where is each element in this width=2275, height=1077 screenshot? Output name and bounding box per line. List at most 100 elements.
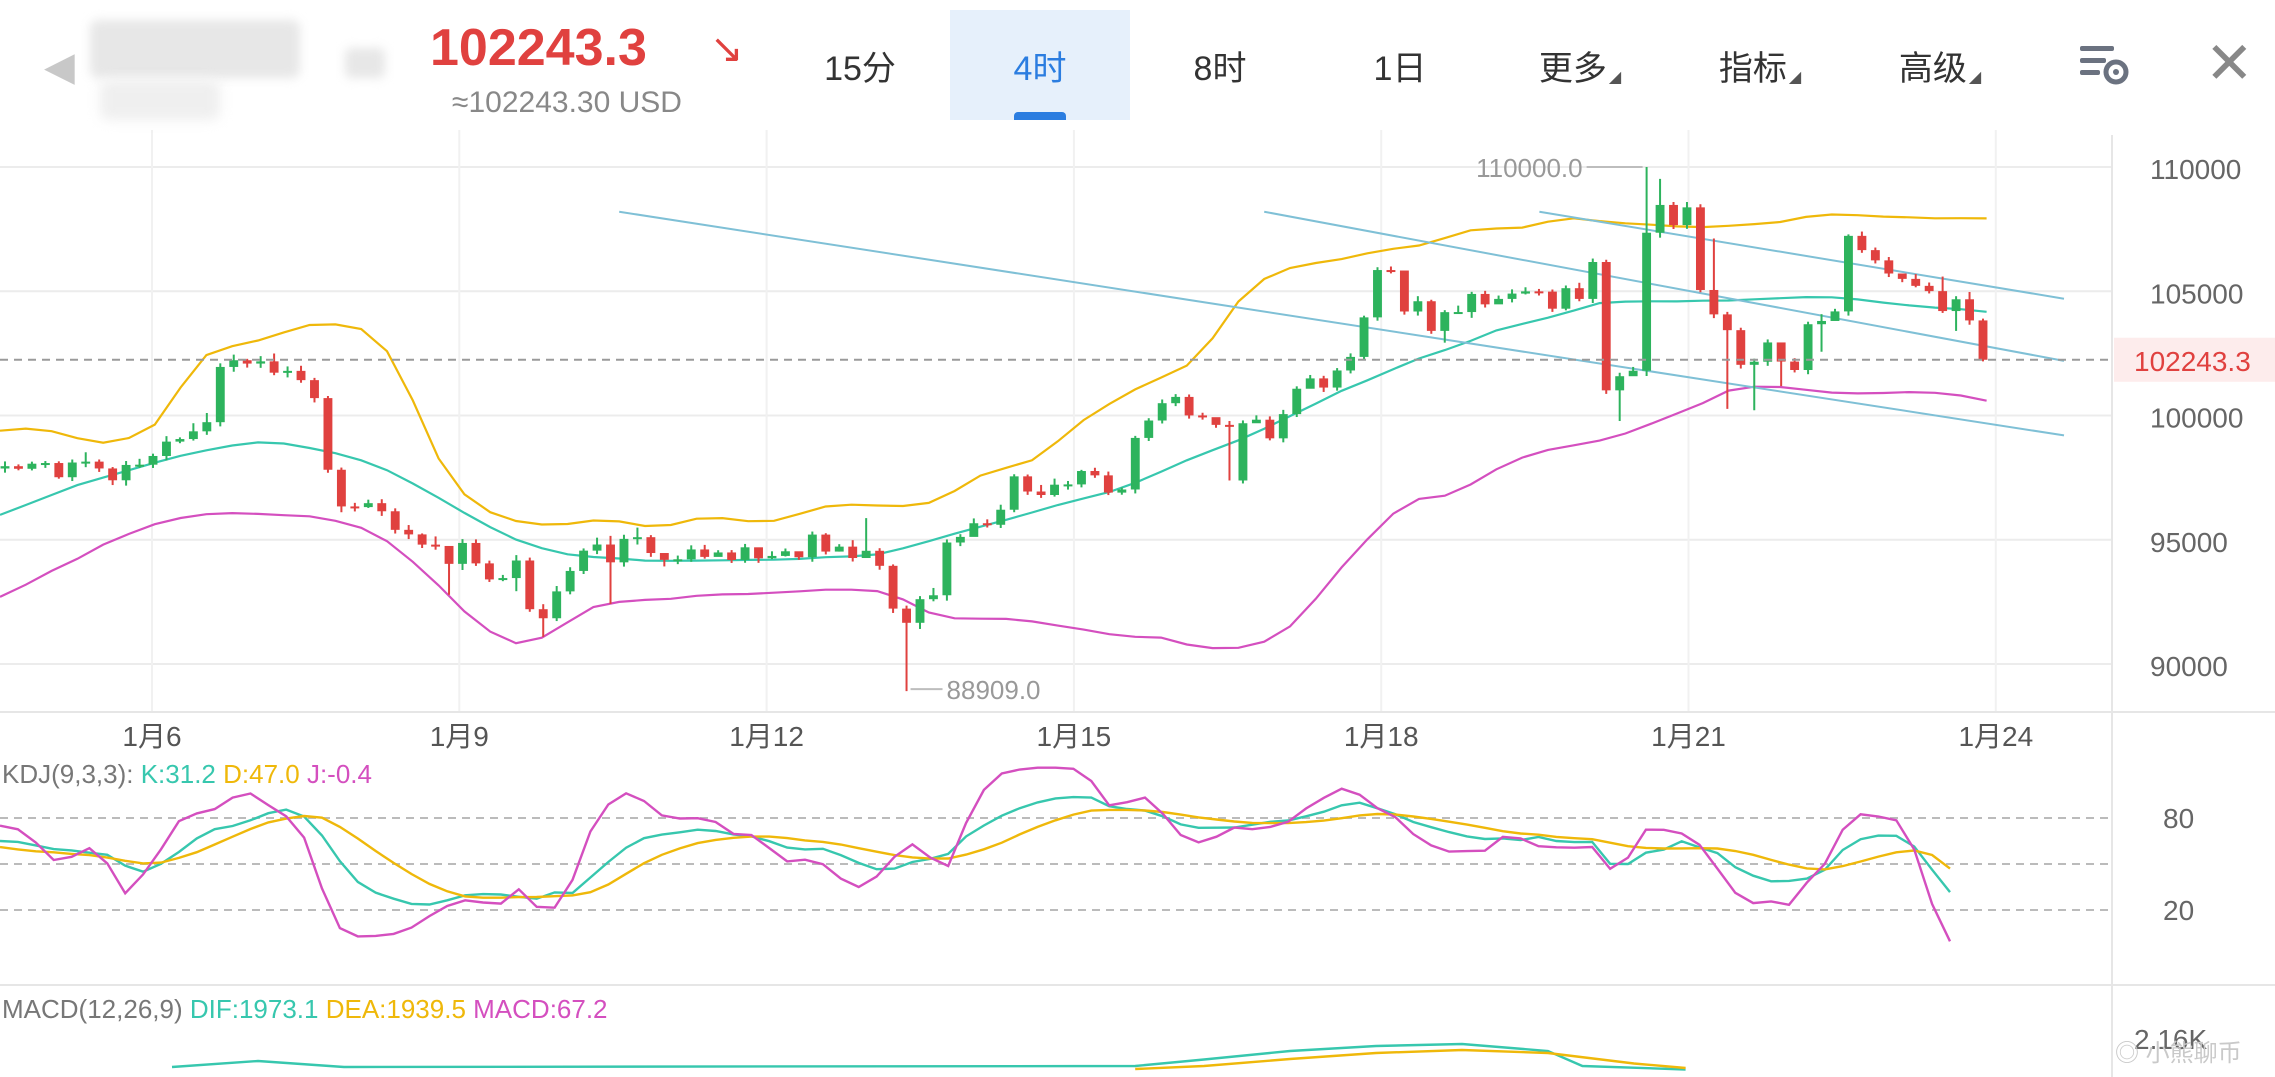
candle-body xyxy=(1184,396,1194,416)
candle-body xyxy=(1844,235,1853,312)
candle xyxy=(1911,274,1921,288)
candle xyxy=(1251,415,1261,424)
candle-body xyxy=(215,366,225,423)
tab-8h[interactable]: 8时 xyxy=(1130,10,1310,120)
candle xyxy=(1050,478,1059,497)
candle-body xyxy=(1090,471,1100,476)
candle xyxy=(484,560,494,582)
candle xyxy=(996,504,1006,528)
candle-body xyxy=(942,542,952,596)
kdj-y-tick-label: 80 xyxy=(2163,803,2194,834)
candle xyxy=(1655,178,1665,238)
candle-body xyxy=(1103,475,1113,493)
candle xyxy=(1480,290,1490,308)
candle-body xyxy=(1144,420,1154,438)
tab-1d[interactable]: 1日 xyxy=(1310,10,1490,120)
candle-body xyxy=(525,560,535,610)
candle xyxy=(229,354,239,372)
kdj-title: KDJ(9,3,3): xyxy=(2,759,141,789)
back-arrow-icon[interactable]: ◀ xyxy=(44,45,75,89)
tab-label: 1日 xyxy=(1373,49,1427,88)
candle xyxy=(982,519,992,528)
candle-body xyxy=(498,578,508,581)
candle xyxy=(848,540,858,562)
candle-body xyxy=(1588,262,1598,299)
candle-body xyxy=(1870,250,1880,261)
candle-body xyxy=(162,441,171,456)
candle-body xyxy=(632,537,642,540)
low-label: 88909.0 xyxy=(947,675,1041,705)
candle xyxy=(888,564,898,613)
candle xyxy=(283,366,293,378)
candle-body xyxy=(1507,293,1517,299)
candle xyxy=(969,518,979,537)
candle xyxy=(1265,416,1275,441)
candle-body xyxy=(310,380,319,399)
tab-15min[interactable]: 15分 xyxy=(770,10,950,120)
candle-body xyxy=(1198,415,1208,418)
candle-body xyxy=(336,469,346,507)
candle-body xyxy=(1776,342,1786,362)
candle-body xyxy=(1063,484,1073,487)
kdj-header: KDJ(9,3,3): K:31.2 D:47.0 J:-0.4 xyxy=(2,759,372,789)
tab-indicators[interactable]: 指标 ◢ xyxy=(1670,10,1850,120)
trendline xyxy=(619,210,2065,437)
candle xyxy=(834,544,844,552)
tab-more[interactable]: 更多 ◢ xyxy=(1490,10,1670,120)
candle-body xyxy=(996,509,1006,525)
candle xyxy=(606,535,615,604)
tab-advanced[interactable]: 高级 ◢ xyxy=(1850,10,2030,120)
candle xyxy=(1157,399,1167,424)
macd-legend-value: DIF:1973.1 xyxy=(190,994,326,1024)
chart-settings-icon[interactable] xyxy=(2078,40,2130,88)
candle xyxy=(727,550,737,563)
candle xyxy=(1413,296,1423,316)
candles xyxy=(0,167,1988,692)
candle-body xyxy=(1157,403,1167,421)
candle-body xyxy=(982,523,992,526)
candle xyxy=(632,527,642,545)
candle xyxy=(525,557,535,612)
candle-body xyxy=(592,544,602,551)
candle-body xyxy=(431,544,441,547)
candle-body xyxy=(229,360,239,367)
candle xyxy=(1373,267,1382,321)
candle xyxy=(740,543,750,563)
candle xyxy=(686,545,696,562)
y-tick-label: 95000 xyxy=(2150,527,2228,558)
candle-body xyxy=(1077,471,1086,485)
macd-line xyxy=(171,1042,1686,1071)
y-tick-label: 100000 xyxy=(2150,403,2243,434)
macd-line xyxy=(1135,1048,1686,1071)
candle-body xyxy=(1763,342,1773,362)
candle-body xyxy=(780,551,790,556)
candle-body xyxy=(1399,270,1409,312)
candle xyxy=(1453,305,1463,315)
trendline xyxy=(1264,210,2065,362)
candle-body xyxy=(1440,312,1450,331)
candle xyxy=(1292,386,1302,418)
tab-label: 8时 xyxy=(1193,49,1247,88)
candle xyxy=(807,531,817,562)
candle xyxy=(1036,484,1046,498)
candle xyxy=(431,536,441,550)
candle xyxy=(1574,282,1584,302)
candle xyxy=(67,459,77,482)
candle xyxy=(1830,308,1840,321)
candle-body xyxy=(1494,298,1504,305)
candle-body xyxy=(1655,204,1665,233)
candle-body xyxy=(1211,417,1221,425)
candle-body xyxy=(94,461,104,469)
candle xyxy=(14,464,23,471)
candle-body xyxy=(1359,317,1369,357)
candle xyxy=(1305,374,1315,389)
tab-4h[interactable]: 4时 xyxy=(950,10,1130,120)
candle xyxy=(121,461,131,486)
candle-body xyxy=(175,439,185,442)
close-icon[interactable]: ✕ xyxy=(2205,31,2254,96)
candle-body xyxy=(700,549,710,557)
price-down-arrow-icon: ↘ xyxy=(710,27,744,71)
candle xyxy=(794,551,804,560)
candle-body xyxy=(875,550,885,566)
